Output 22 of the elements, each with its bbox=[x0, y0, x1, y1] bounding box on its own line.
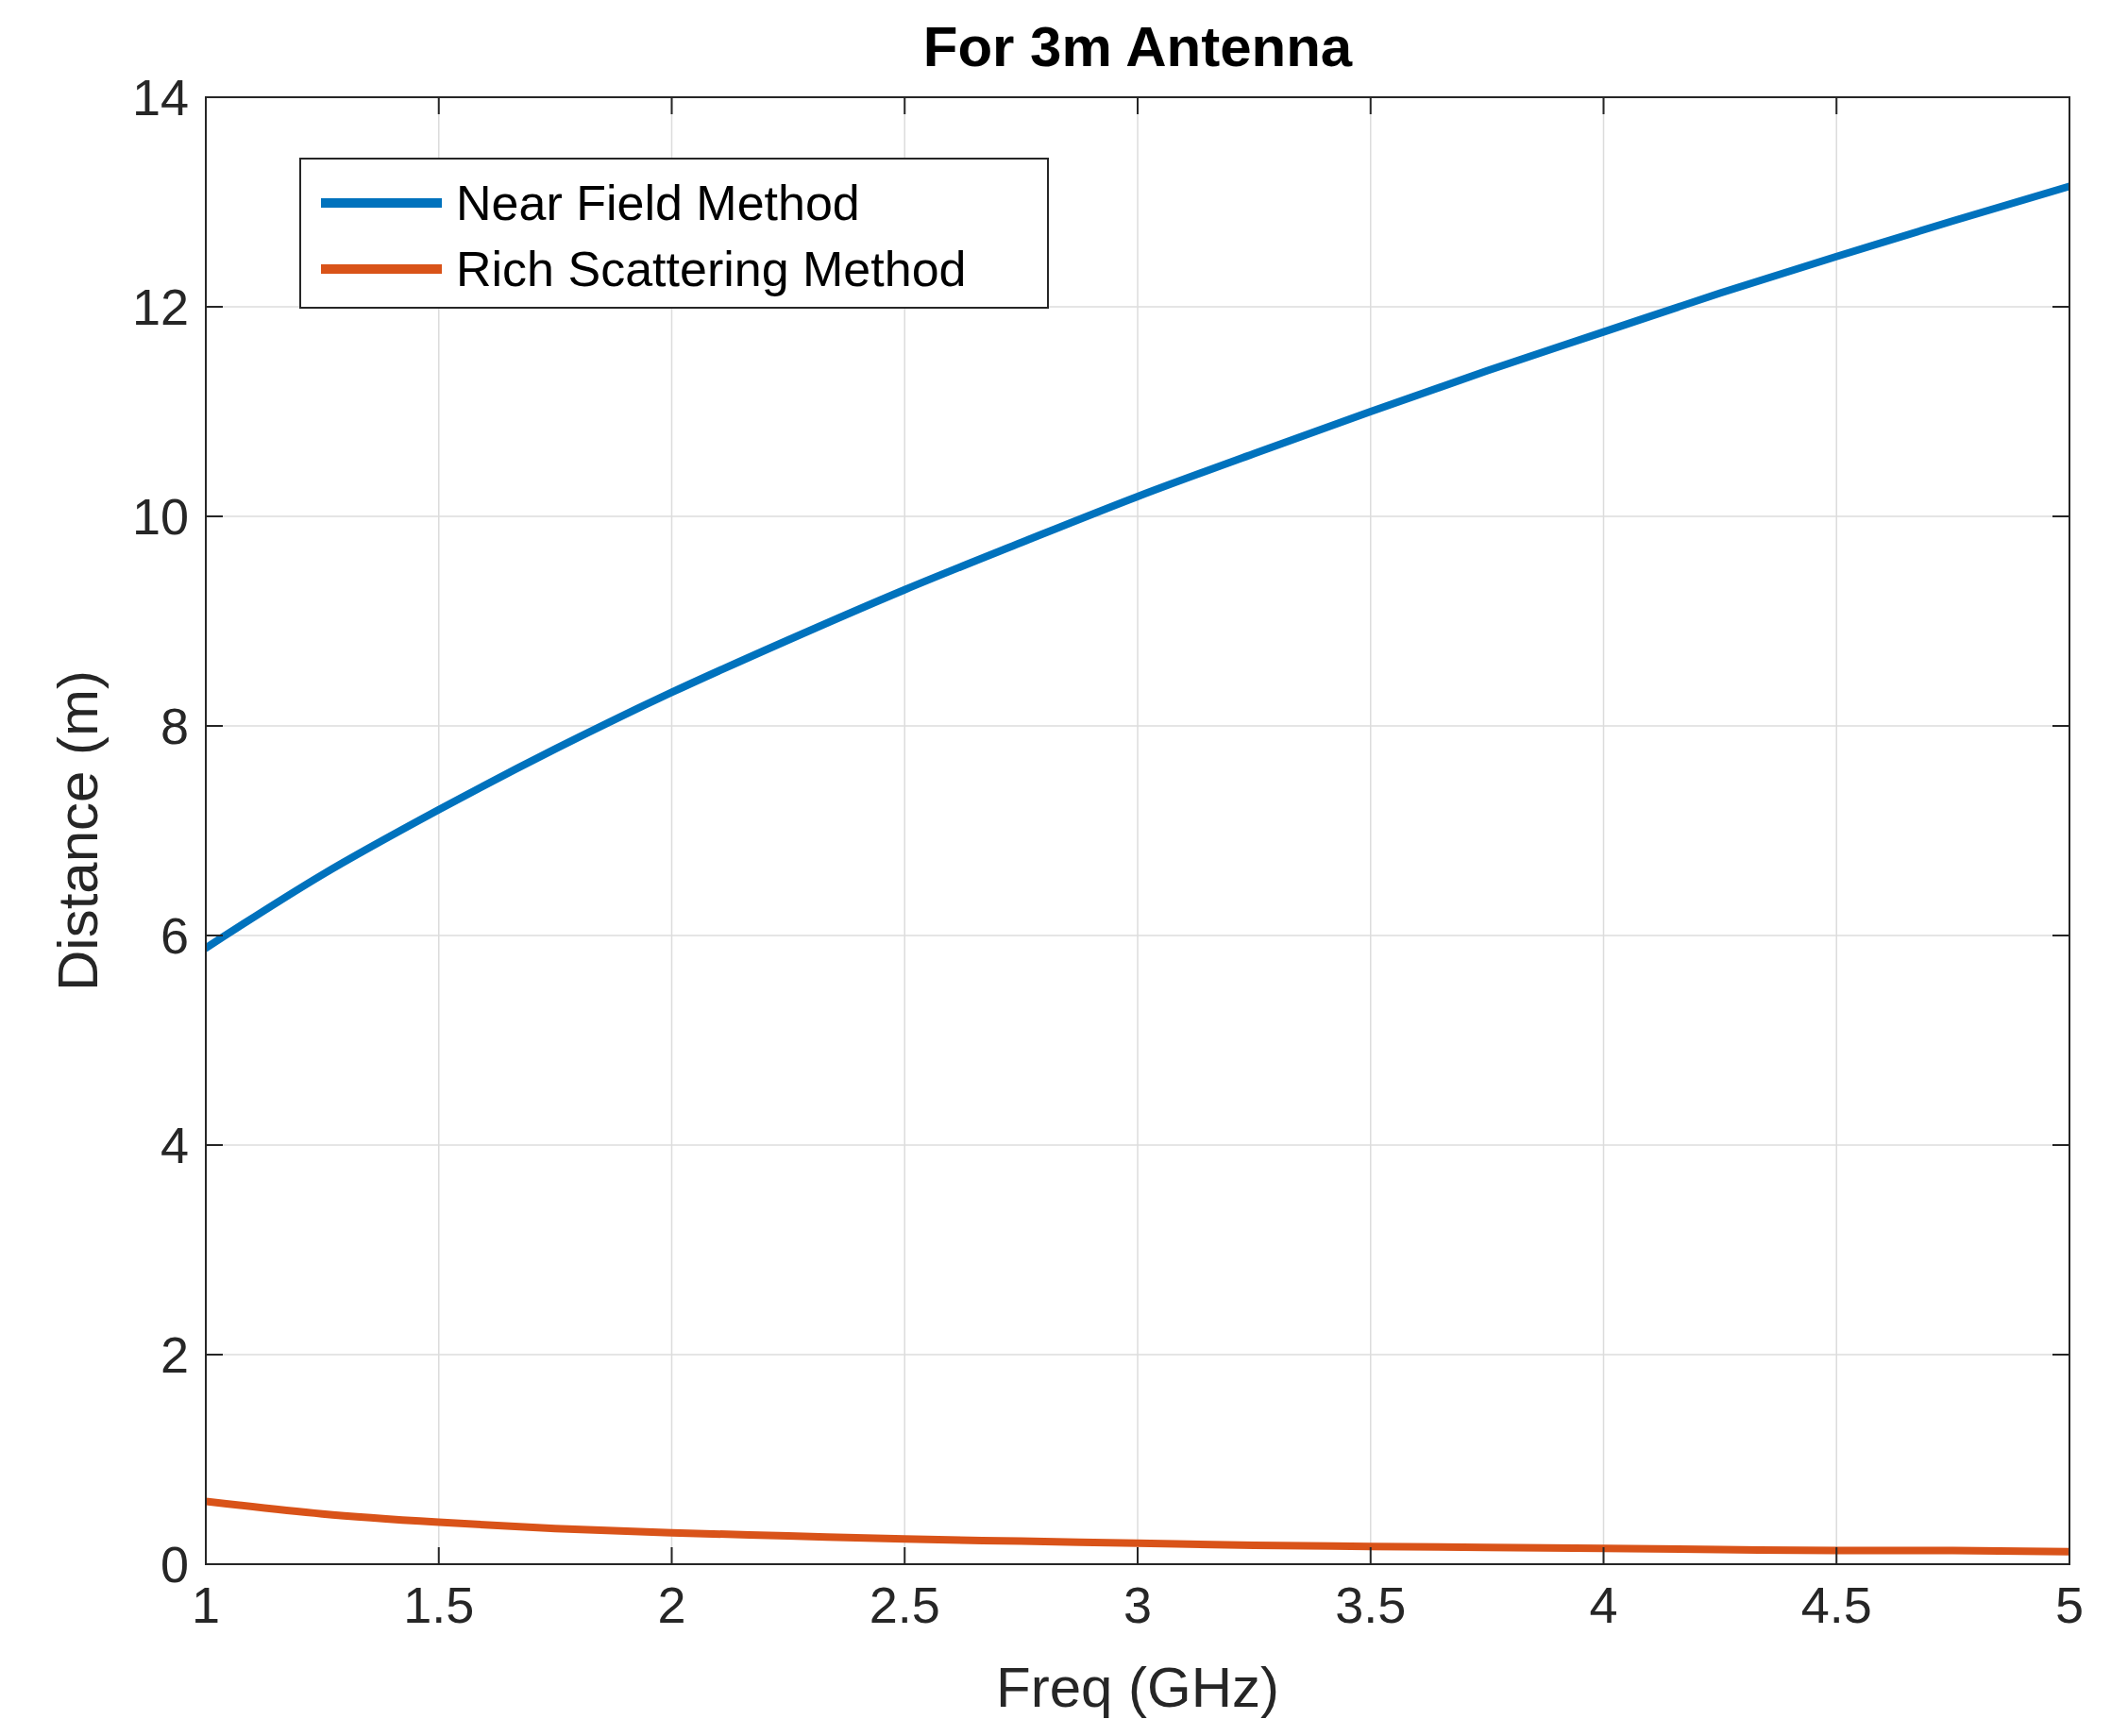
y-tick-label: 6 bbox=[160, 907, 189, 964]
x-tick-label: 4.5 bbox=[1800, 1576, 1872, 1633]
legend-label: Near Field Method bbox=[456, 176, 860, 230]
y-tick-label: 0 bbox=[160, 1536, 189, 1593]
legend-label: Rich Scattering Method bbox=[456, 242, 967, 296]
y-axis-title: Distance (m) bbox=[46, 669, 110, 992]
x-tick-label: 4 bbox=[1589, 1576, 1618, 1633]
y-tick-label: 12 bbox=[131, 278, 189, 335]
x-tick-label: 1.5 bbox=[403, 1576, 475, 1633]
x-tick-label: 2.5 bbox=[869, 1576, 940, 1633]
y-tick-label: 4 bbox=[160, 1117, 189, 1173]
x-tick-label: 3.5 bbox=[1335, 1576, 1407, 1633]
x-tick-label: 3 bbox=[1123, 1576, 1153, 1633]
x-axis-title: Freq (GHz) bbox=[996, 1656, 1279, 1719]
chart-title: For 3m Antenna bbox=[922, 15, 1353, 78]
x-tick-label: 2 bbox=[657, 1576, 686, 1633]
x-tick-label: 5 bbox=[2054, 1576, 2085, 1633]
x-tick-label: 1 bbox=[191, 1576, 221, 1633]
y-tick-label: 2 bbox=[160, 1326, 189, 1383]
y-tick-label: 14 bbox=[131, 69, 189, 126]
y-tick-label: 8 bbox=[160, 698, 189, 754]
y-tick-label: 10 bbox=[131, 488, 189, 545]
